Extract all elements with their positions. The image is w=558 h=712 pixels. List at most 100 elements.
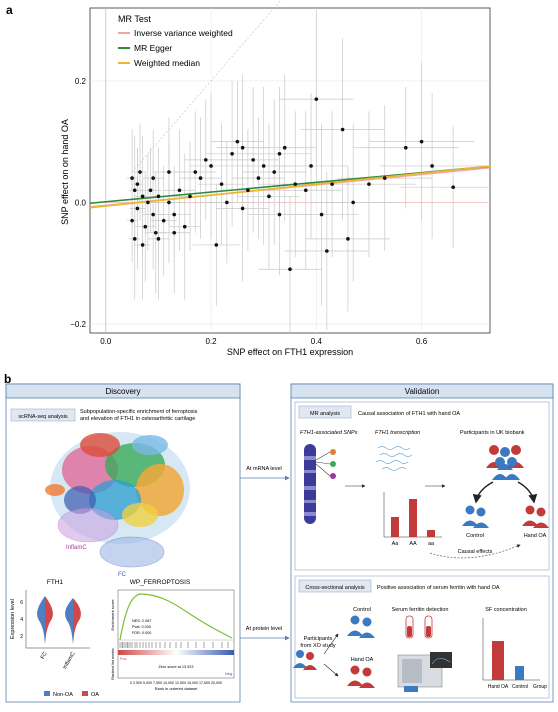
gsea-pos: Pos — [120, 657, 127, 661]
y-tick-2: −0.2 — [70, 320, 86, 329]
data-point-12 — [156, 194, 161, 199]
y-tick-0: 0.2 — [75, 77, 87, 86]
cs-tag-label: Cross-sectional analysis — [305, 585, 365, 591]
data-point-1 — [132, 188, 137, 193]
bar-label-aa-rec: aa — [428, 541, 435, 547]
gsea-xlabel: Rank in ordered dataset — [155, 686, 199, 691]
regression-line-2 — [89, 165, 491, 209]
bar-aa-hom — [409, 499, 417, 537]
data-point-24 — [209, 164, 213, 168]
data-point-3 — [130, 218, 134, 223]
data-point-46 — [330, 182, 334, 186]
fc-label: FC — [118, 572, 127, 578]
data-point-30 — [214, 243, 219, 247]
x-tick-3: 0.6 — [416, 337, 428, 346]
hand-oa-people-icon — [522, 505, 549, 528]
violin-title: FTH1 — [47, 579, 64, 586]
cs-hand-oa-people-icon — [347, 665, 375, 688]
data-point-10 — [151, 212, 155, 217]
arrow-to-cs-control — [323, 633, 339, 655]
data-point-36 — [272, 170, 277, 174]
data-point-20 — [132, 237, 137, 241]
data-point-17 — [182, 224, 187, 229]
gsea-hit-ticks — [119, 642, 229, 648]
data-point-39 — [288, 267, 292, 272]
data-point-61 — [167, 170, 171, 174]
gsea-stat-fdr: FDR: 0.000 — [132, 631, 151, 635]
legend-oa: OA — [91, 692, 99, 698]
mr-tag-label: MR analysis — [310, 411, 340, 417]
mr-hand-oa-label: Hand OA — [524, 533, 547, 539]
y-tick-labels: 0.2 0.0 −0.2 — [70, 77, 86, 329]
validation-header: Validation — [405, 387, 440, 396]
gsea-plot: WP_FERROPTOSIS NES: 2.087 Pval: 0.000 FD… — [110, 579, 235, 691]
gsea-enrichment-curve — [119, 593, 233, 641]
data-point-6 — [135, 182, 140, 186]
y-tick-1: 0.0 — [75, 198, 87, 207]
violin-ytick-6: 6 — [20, 600, 23, 606]
validation-box: Validation MR analysis Causal associatio… — [290, 383, 554, 703]
data-point-7 — [143, 224, 148, 229]
scrna-desc-line1: Subpopulation-specific enrichment of fer… — [80, 409, 198, 415]
genotype-bar-chart: Aa AA aa — [383, 492, 442, 547]
x-tick-labels: 0.0 0.2 0.4 0.6 — [100, 337, 427, 346]
gsea-ylabel: Enrichment score — [110, 599, 115, 631]
legend-title: MR Test — [118, 14, 151, 24]
control-people-icon — [462, 505, 489, 528]
data-point-43 — [314, 97, 319, 101]
mr-desc: Causal association of FTH1 with hand OA — [358, 411, 460, 417]
scrna-tag — [10, 408, 76, 422]
cs-control-people-icon — [347, 615, 375, 638]
gsea-ylabel2: Ranked list metric — [110, 648, 115, 680]
data-point-8 — [146, 200, 150, 205]
data-point-57 — [203, 158, 208, 162]
scrna-desc-line2: and elevation of FTH1 in osteoarthritic … — [80, 416, 195, 422]
participants-line2: from XO study — [300, 643, 335, 649]
sf-bar-control — [515, 666, 524, 680]
data-point-4 — [138, 170, 142, 174]
data-point-47 — [340, 127, 345, 132]
arrow-to-hand-oa — [517, 481, 538, 504]
sf-bar-chart: Hand OA Control Group — [482, 618, 547, 690]
violin-fc-oa — [45, 596, 53, 644]
cs-tag — [298, 579, 372, 593]
sf-detect-label: Serum ferritin detection — [392, 607, 449, 613]
data-point-41 — [303, 188, 308, 193]
arrow-to-control — [472, 481, 494, 504]
bar-label-aa-hom: AA — [409, 541, 417, 547]
snps-label: FTH1-associated SNPs — [300, 430, 358, 436]
participants-line1: Participants — [304, 636, 333, 642]
gsea-stat-pval: Pval: 0.000 — [132, 625, 151, 629]
data-point-32 — [251, 158, 255, 162]
sf-conc-label: SF concentration — [485, 607, 527, 613]
data-point-54 — [430, 164, 434, 168]
data-point-53 — [419, 139, 424, 144]
gsea-rank-bar — [118, 650, 234, 655]
inflamc-label: InflamC — [66, 545, 87, 551]
sf-bar-hand-oa — [492, 641, 504, 680]
data-point-11 — [153, 230, 158, 235]
data-point-56 — [198, 176, 203, 180]
violin-group-fc: FC — [40, 651, 49, 660]
ukb-people-icon — [486, 445, 524, 480]
bar-label-aa-het: Aa — [392, 541, 400, 547]
data-point-16 — [177, 188, 182, 193]
legend: MR Test Inverse variance weighted MR Egg… — [118, 14, 233, 68]
panel-b-letter: b — [4, 372, 11, 386]
legend-oa-swatch — [82, 691, 88, 696]
transcription-waves-icon — [375, 446, 413, 471]
arrow-protein-label: At protein level — [246, 626, 282, 632]
umap-plot: InflamC FC — [45, 432, 190, 578]
legend-item-median: Weighted median — [134, 58, 200, 68]
data-point-25 — [219, 182, 224, 186]
legend-non-oa: Non-OA — [53, 692, 73, 698]
cs-desc: Positive association of serum ferritin w… — [377, 585, 500, 591]
data-point-29 — [246, 188, 250, 193]
data-point-58 — [240, 145, 245, 150]
gsea-title: WP_FERROPTOSIS — [130, 579, 191, 586]
violin-ylabel: Expression level — [10, 599, 16, 639]
panel-a-letter: a — [6, 3, 13, 17]
chromosome-icon — [304, 444, 336, 524]
violin-ytick-4: 4 — [20, 617, 23, 623]
inflamc-region — [57, 507, 119, 543]
